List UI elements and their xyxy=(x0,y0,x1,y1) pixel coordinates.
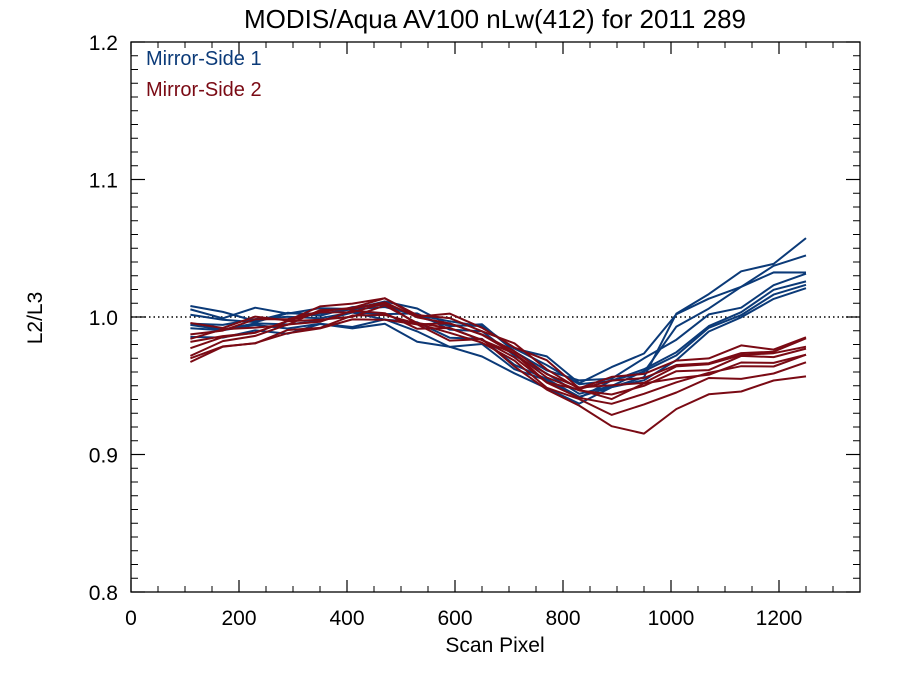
x-tick-label: 0 xyxy=(125,607,137,630)
chart-title: MODIS/Aqua AV100 nLw(412) for 2011 289 xyxy=(244,4,746,34)
series-line-mirror-side-2-9 xyxy=(190,301,807,389)
x-tick-label: 400 xyxy=(329,607,364,630)
x-tick-label: 800 xyxy=(545,607,580,630)
x-tick-label: 1000 xyxy=(648,607,695,630)
series-line-mirror-side-2-8 xyxy=(190,297,807,390)
legend: Mirror-Side 1 Mirror-Side 2 xyxy=(146,48,262,101)
x-tick-label: 1200 xyxy=(756,607,803,630)
legend-mirror-side-1: Mirror-Side 1 xyxy=(146,48,262,70)
y-tick-label: 0.9 xyxy=(89,445,118,468)
series-line-mirror-side-1-5 xyxy=(190,271,807,399)
x-tick-label: 200 xyxy=(221,607,256,630)
y-tick-label: 0.8 xyxy=(89,582,118,605)
series-line-mirror-side-2-14 xyxy=(189,318,807,435)
legend-mirror-side-2: Mirror-Side 2 xyxy=(146,79,262,101)
y-tick-label: 1.1 xyxy=(89,170,118,193)
y-tick-label: 1.0 xyxy=(89,307,118,330)
y-tick-label: 1.2 xyxy=(89,32,118,55)
plot-area: 0 200 400 600 800 1000 1200 0.8 0.9 1.0 1.1 1.2 xyxy=(89,32,861,630)
x-axis-label: Scan Pixel xyxy=(445,634,544,657)
x-tick-label: 600 xyxy=(437,607,472,630)
series-line-mirror-side-2-12 xyxy=(189,309,807,405)
y-axis-label: L2/L3 xyxy=(24,292,47,345)
series-line-mirror-side-2-10 xyxy=(190,302,807,396)
